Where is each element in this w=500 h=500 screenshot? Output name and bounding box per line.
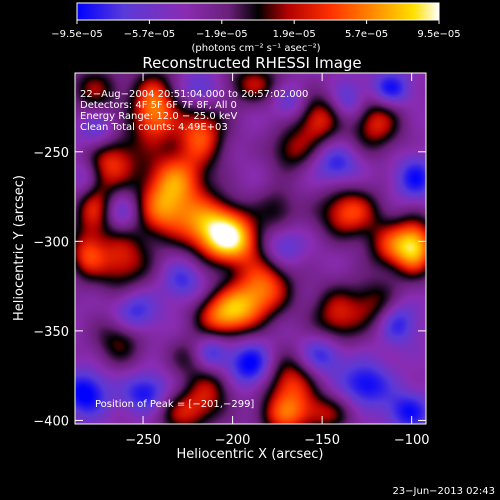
colorbar-tick-label: −9.5e−05	[51, 29, 103, 40]
y-tick-label: −250	[33, 146, 69, 161]
colorbar: −9.5e−05 −5.7e−05 −1.9e−05 1.9e−05 5.7e−05 9.…	[51, 2, 461, 54]
info-overlay: 22−Aug−2004 20:51:04.000 to 20:57:02.000…	[80, 89, 308, 133]
x-axis-title: Heliocentric X (arcsec)	[177, 447, 324, 462]
x-tick-label: −200	[215, 433, 251, 448]
colorbar-tick-label: −1.9e−05	[196, 29, 248, 40]
x-tick-label: −250	[125, 433, 161, 448]
x-tick-label: −150	[304, 433, 340, 448]
info-line: Clean Total counts: 4.49E+03	[80, 122, 228, 133]
y-axis-title: Heliocentric Y (arcsec)	[12, 175, 27, 321]
colorbar-tick-label: 9.5e−05	[417, 29, 460, 40]
y-tick-label: −350	[33, 325, 69, 340]
plot-frame	[74, 72, 427, 425]
colorbar-ticks	[76, 20, 440, 24]
colorbar-tick-label: 1.9e−05	[273, 29, 316, 40]
heatmap-image	[75, 73, 426, 424]
colorbar-units: (photons cm⁻² s⁻¹ asec⁻²)	[191, 43, 320, 54]
y-tick-label: −400	[33, 414, 69, 429]
x-tick-label: −100	[394, 433, 430, 448]
axis-ticks	[75, 73, 426, 424]
peak-position-label: Position of Peak = [−201,−299]	[95, 399, 254, 410]
chart-title: Reconstructed RHESSI Image	[142, 54, 361, 72]
timestamp: 23−Jun−2013 02:43	[392, 486, 495, 497]
x-tick-labels: −250 −200 −150 −100	[125, 433, 429, 448]
y-tick-label: −300	[33, 235, 69, 250]
colorbar-tick-labels: −9.5e−05 −5.7e−05 −1.9e−05 1.9e−05 5.7e−05 9.…	[51, 29, 460, 40]
info-line: Energy Range: 12.0 − 25.0 keV	[80, 111, 237, 122]
colorbar-tick-label: 5.7e−05	[345, 29, 388, 40]
info-line: 22−Aug−2004 20:51:04.000 to 20:57:02.000	[80, 89, 308, 100]
colorbar-strip	[76, 2, 440, 21]
y-tick-labels: −250 −300 −350 −400	[33, 146, 69, 430]
info-line: Detectors: 4F 5F 6F 7F 8F, All 0	[80, 100, 237, 111]
colorbar-tick-label: −5.7e−05	[124, 29, 176, 40]
